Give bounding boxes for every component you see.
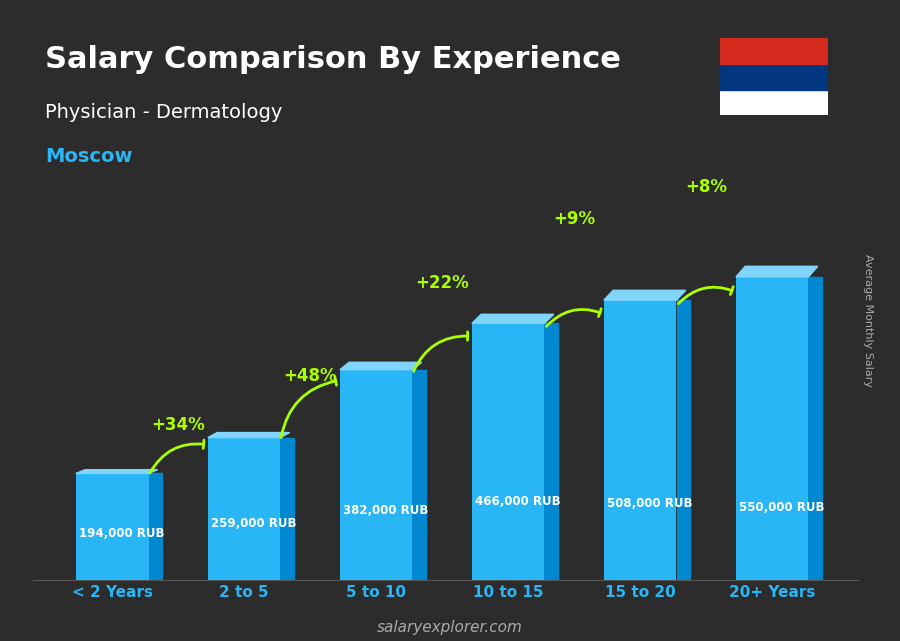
Bar <box>720 38 828 64</box>
Polygon shape <box>604 290 686 300</box>
Bar <box>281 438 293 581</box>
Bar <box>340 370 412 581</box>
Bar <box>472 323 544 581</box>
Bar <box>736 277 808 581</box>
Bar <box>76 474 148 581</box>
Text: +8%: +8% <box>685 178 727 196</box>
Text: Salary Comparison By Experience: Salary Comparison By Experience <box>45 45 621 74</box>
Polygon shape <box>736 266 818 277</box>
Text: 508,000 RUB: 508,000 RUB <box>607 497 692 510</box>
Bar <box>208 438 281 581</box>
Bar <box>720 90 828 115</box>
Text: 466,000 RUB: 466,000 RUB <box>474 495 560 508</box>
Text: +9%: +9% <box>554 210 595 228</box>
Text: 550,000 RUB: 550,000 RUB <box>739 501 824 513</box>
Text: Physician - Dermatology: Physician - Dermatology <box>45 103 283 122</box>
Bar <box>412 370 426 581</box>
Text: 194,000 RUB: 194,000 RUB <box>78 527 164 540</box>
Polygon shape <box>76 470 158 474</box>
Bar <box>604 300 677 581</box>
Bar <box>808 277 822 581</box>
Text: salaryexplorer.com: salaryexplorer.com <box>377 620 523 635</box>
Text: 259,000 RUB: 259,000 RUB <box>211 517 296 531</box>
Bar <box>148 474 162 581</box>
Bar <box>677 300 689 581</box>
Text: Moscow: Moscow <box>45 147 132 167</box>
Polygon shape <box>208 433 290 438</box>
Text: +48%: +48% <box>284 367 337 385</box>
Text: Average Monthly Salary: Average Monthly Salary <box>863 254 873 387</box>
Text: +34%: +34% <box>151 416 205 434</box>
Polygon shape <box>472 314 554 323</box>
Bar <box>544 323 558 581</box>
Text: 382,000 RUB: 382,000 RUB <box>343 504 427 517</box>
Bar <box>720 64 828 90</box>
Text: +22%: +22% <box>415 274 469 292</box>
Polygon shape <box>340 362 422 370</box>
